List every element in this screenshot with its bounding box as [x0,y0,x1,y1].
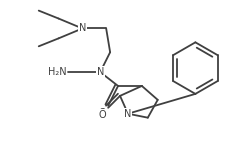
Text: N: N [96,67,104,77]
Text: N: N [124,109,132,119]
Text: N: N [79,24,86,33]
Text: H₂N: H₂N [48,67,66,77]
Text: O: O [98,110,106,120]
Text: O: O [98,108,106,118]
